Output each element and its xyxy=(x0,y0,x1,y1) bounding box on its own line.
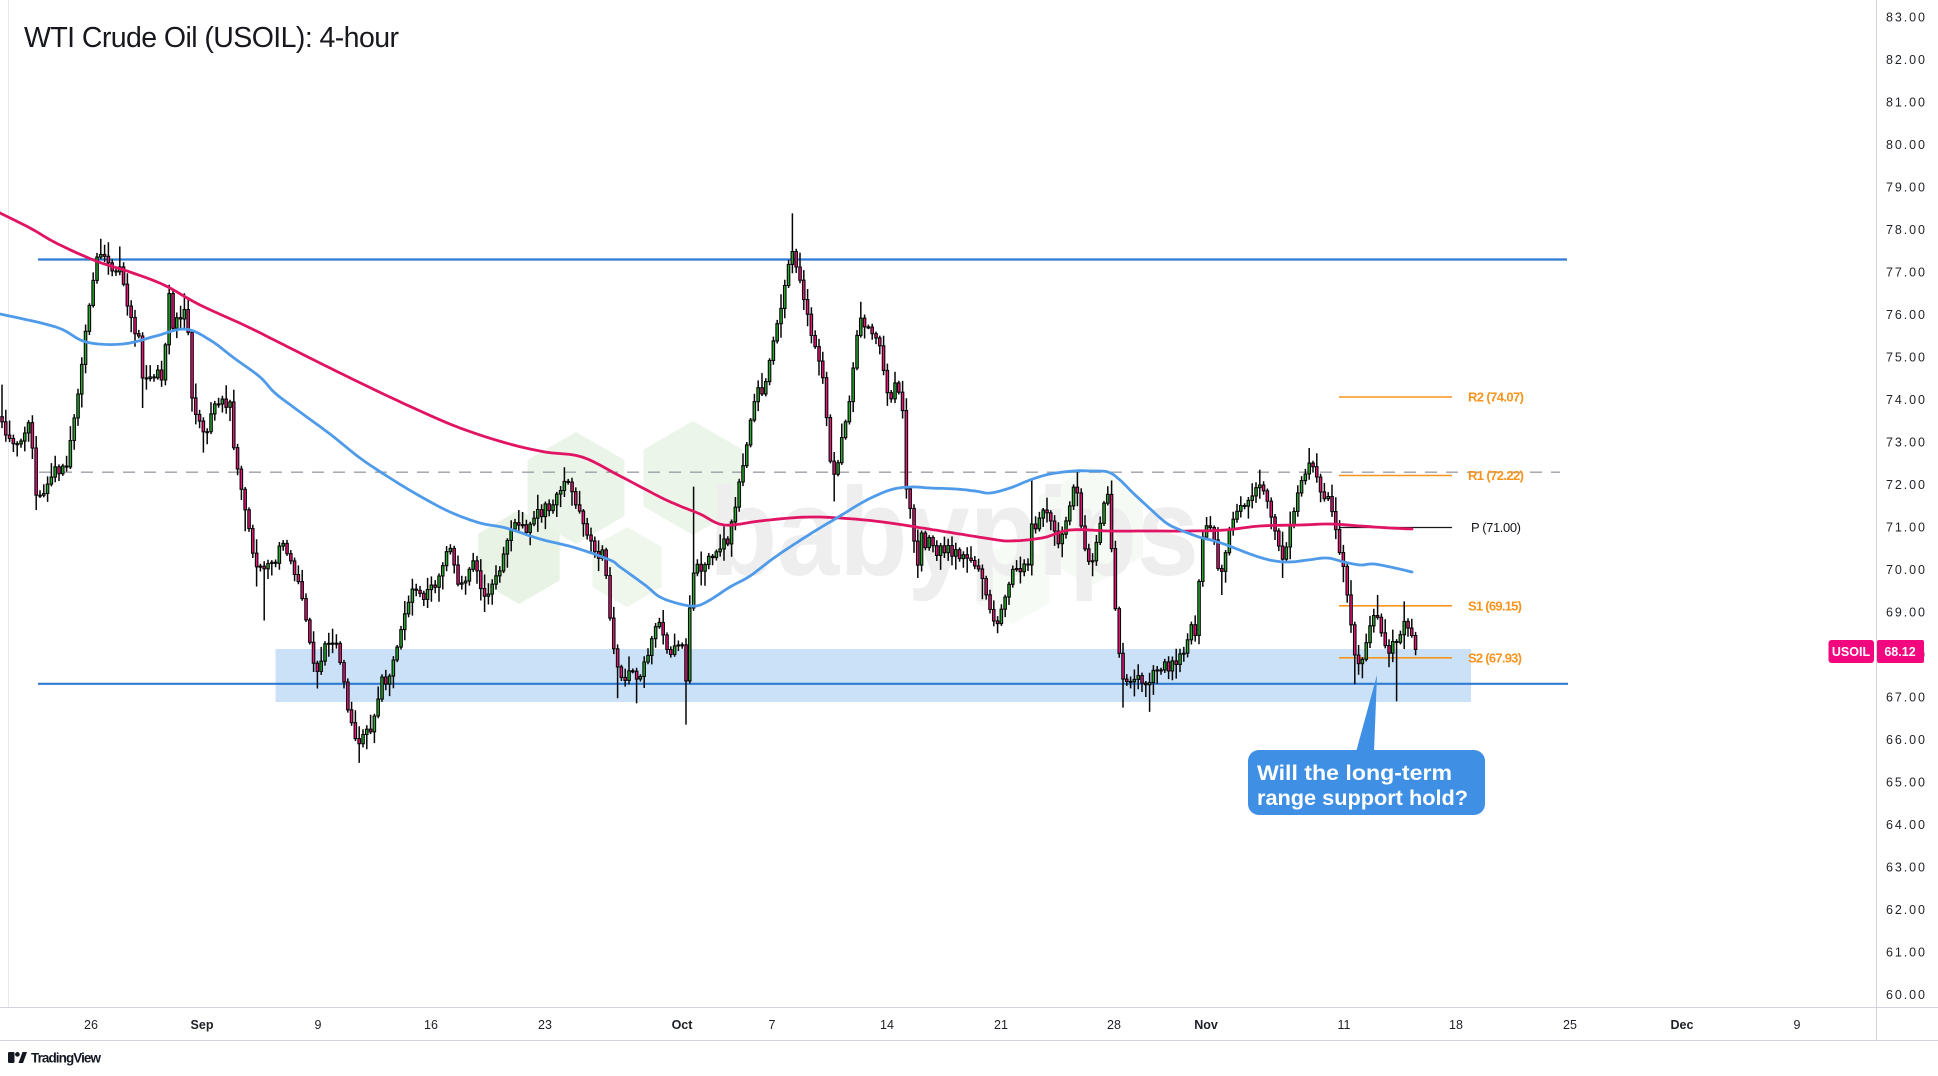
svg-text:9: 9 xyxy=(1794,1018,1801,1032)
svg-text:80.00: 80.00 xyxy=(1886,138,1925,152)
svg-text:WTI Crude Oil (USOIL): 4-hour: WTI Crude Oil (USOIL): 4-hour xyxy=(24,22,400,54)
svg-text:9: 9 xyxy=(315,1018,322,1032)
svg-text:65.00: 65.00 xyxy=(1886,775,1925,789)
svg-text:73.00: 73.00 xyxy=(1886,435,1925,449)
svg-text:14: 14 xyxy=(880,1018,894,1032)
svg-text:Sep: Sep xyxy=(191,1018,214,1032)
svg-text:P (71.00): P (71.00) xyxy=(1471,520,1521,535)
svg-text:76.00: 76.00 xyxy=(1886,308,1925,322)
svg-text:range support hold?: range support hold? xyxy=(1257,787,1468,810)
svg-text:66.00: 66.00 xyxy=(1886,733,1925,747)
svg-text:USOIL: USOIL xyxy=(1832,645,1871,659)
svg-text:R1 (72.22): R1 (72.22) xyxy=(1468,468,1524,483)
svg-text:16: 16 xyxy=(424,1018,438,1032)
svg-text:72.00: 72.00 xyxy=(1886,478,1925,492)
svg-text:77.00: 77.00 xyxy=(1886,265,1925,279)
svg-text:79.00: 79.00 xyxy=(1886,180,1925,194)
svg-text:67.00: 67.00 xyxy=(1886,690,1925,704)
svg-text:63.00: 63.00 xyxy=(1886,860,1925,874)
svg-text:60.00: 60.00 xyxy=(1886,988,1925,1002)
svg-text:68.12: 68.12 xyxy=(1884,645,1915,659)
svg-text:78.00: 78.00 xyxy=(1886,223,1925,237)
svg-text:70.00: 70.00 xyxy=(1886,563,1925,577)
svg-text:74.00: 74.00 xyxy=(1886,393,1925,407)
svg-text:18: 18 xyxy=(1449,1018,1463,1032)
svg-text:82.00: 82.00 xyxy=(1886,53,1925,67)
svg-text:26: 26 xyxy=(84,1018,98,1032)
svg-text:TradingView: TradingView xyxy=(31,1051,101,1066)
svg-text:28: 28 xyxy=(1107,1018,1121,1032)
svg-text:81.00: 81.00 xyxy=(1886,95,1925,109)
svg-text:61.00: 61.00 xyxy=(1886,945,1925,959)
svg-text:Dec: Dec xyxy=(1671,1018,1694,1032)
svg-text:64.00: 64.00 xyxy=(1886,818,1925,832)
svg-text:7: 7 xyxy=(769,1018,776,1032)
svg-text:71.00: 71.00 xyxy=(1886,520,1925,534)
svg-text:62.00: 62.00 xyxy=(1886,903,1925,917)
svg-text:75.00: 75.00 xyxy=(1886,350,1925,364)
svg-text:R2 (74.07): R2 (74.07) xyxy=(1468,390,1524,405)
svg-text:Oct: Oct xyxy=(672,1018,694,1032)
svg-text:Nov: Nov xyxy=(1194,1018,1218,1032)
svg-text:S1 (69.15): S1 (69.15) xyxy=(1468,598,1522,613)
svg-text:83.00: 83.00 xyxy=(1886,10,1925,24)
svg-text:21: 21 xyxy=(994,1018,1008,1032)
svg-text:23: 23 xyxy=(538,1018,552,1032)
svg-text:69.00: 69.00 xyxy=(1886,605,1925,619)
svg-text:Will the long-term: Will the long-term xyxy=(1257,762,1452,785)
svg-text:25: 25 xyxy=(1563,1018,1577,1032)
svg-text:S2 (67.93): S2 (67.93) xyxy=(1468,650,1522,665)
svg-text:11: 11 xyxy=(1338,1018,1351,1032)
